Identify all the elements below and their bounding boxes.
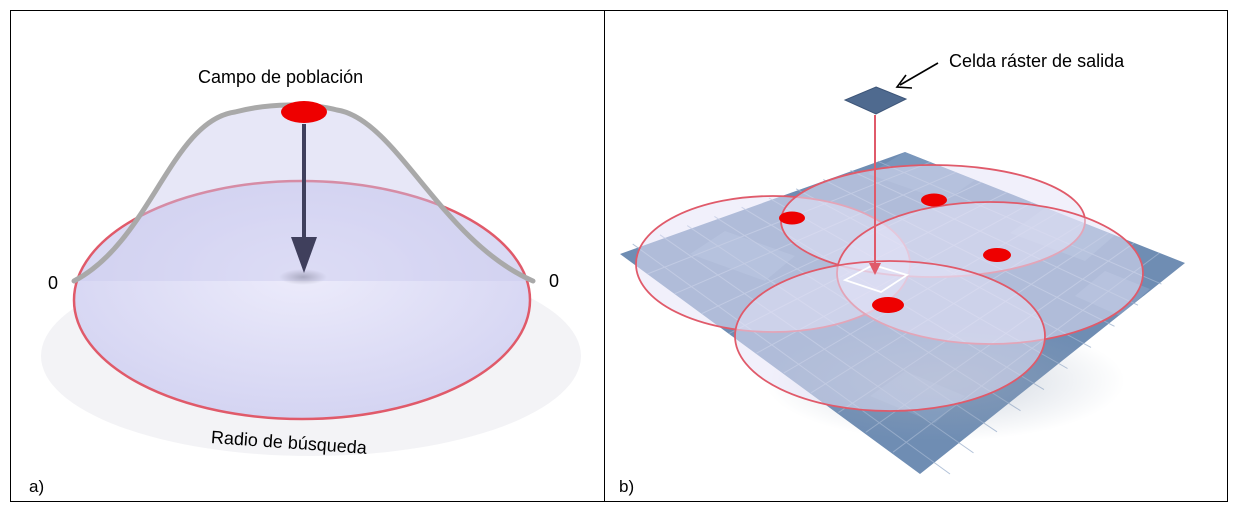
- arrow-shadow: [279, 269, 327, 285]
- panel-divider: [604, 10, 605, 502]
- target-cell-outline: [842, 264, 910, 293]
- zero-right-label: 0: [549, 271, 560, 291]
- panel-b-corner-label: b): [619, 477, 635, 496]
- output-raster-cell: [843, 86, 908, 115]
- search-circles: [635, 164, 1144, 412]
- figure-frame: [10, 10, 1228, 502]
- projection-arrow-head: [291, 237, 317, 273]
- population-point: [281, 101, 327, 123]
- kernel-diagram: [41, 101, 581, 456]
- population-point-1: [779, 211, 805, 225]
- population-point-3: [983, 248, 1011, 262]
- panel-b-raster: Celda ráster de salida b): [605, 11, 1227, 501]
- search-circle-4: [734, 260, 1046, 412]
- label-pointer-head: [895, 74, 913, 89]
- zero-left-label: 0: [48, 273, 59, 293]
- population-point-4: [872, 297, 904, 313]
- projection-arrow-head: [869, 263, 881, 275]
- population-points: [779, 193, 1011, 313]
- output-cell-label: Celda ráster de salida: [949, 51, 1125, 71]
- raster-diagram: [620, 62, 1185, 475]
- population-point-2: [921, 193, 947, 207]
- panel-a-corner-label: a): [29, 477, 45, 496]
- label-pointer-line: [899, 62, 939, 86]
- peak-label: Campo de población: [198, 67, 364, 87]
- panel-a-kernel: Campo de población 0 0 Radio de búsqueda…: [11, 11, 603, 501]
